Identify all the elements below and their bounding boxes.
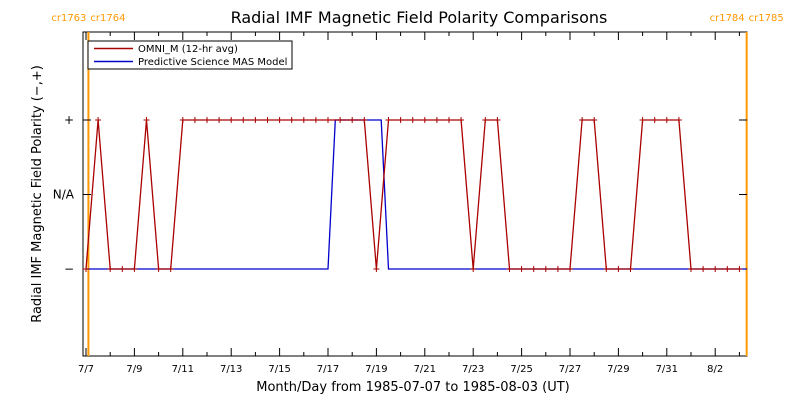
data-point-omni (312, 117, 319, 123)
y-axis-label: Radial IMF Magnetic Field Polarity (−,+) (30, 65, 45, 323)
data-point-omni (119, 266, 126, 272)
data-point-omni (627, 266, 634, 272)
data-point-omni (240, 117, 247, 123)
plot-frame (82, 31, 748, 357)
data-point-omni (663, 117, 670, 123)
data-point-omni (712, 266, 719, 272)
data-point-omni (385, 117, 392, 123)
x-tick-label: 7/11 (172, 364, 194, 375)
data-point-omni (397, 117, 404, 123)
x-tick-label: 7/15 (268, 364, 290, 375)
x-tick-label: 8/2 (707, 364, 723, 375)
cr-label-before: cr1763 (51, 13, 86, 24)
data-point-omni (458, 117, 465, 123)
data-point-omni (700, 266, 707, 272)
data-point-omni (615, 266, 622, 272)
data-point-omni (83, 266, 89, 272)
legend-label-omni: OMNI_M (12-hr avg) (138, 44, 238, 55)
x-axis-label: Month/Day from 1985-07-07 to 1985-08-03 … (256, 380, 569, 395)
x-tick-label: 7/13 (220, 364, 242, 375)
data-point-omni (288, 117, 295, 123)
x-tick-label: 7/7 (78, 364, 94, 375)
legend: OMNI_M (12-hr avg) Predictive Science MA… (87, 40, 293, 70)
data-point-omni (143, 117, 150, 123)
data-point-omni (131, 266, 138, 272)
data-point-omni (506, 266, 513, 272)
data-point-omni (736, 266, 743, 272)
chart-title: Radial IMF Magnetic Field Polarity Compa… (231, 8, 608, 27)
y-axis-ticks: + N/A − (53, 113, 747, 276)
data-point-omni (688, 266, 694, 272)
data-point-omni (409, 117, 416, 123)
data-point-omni (179, 117, 186, 123)
data-point-omni (264, 117, 271, 123)
data-point-omni (95, 117, 102, 123)
y-tick-label: − (64, 262, 74, 276)
legend-box (87, 40, 293, 70)
data-point-omni (567, 266, 573, 272)
cr-label-before: cr1784 (710, 13, 745, 24)
data-point-omni (276, 117, 283, 123)
data-point-omni (675, 117, 682, 123)
data-point-omni (433, 117, 440, 123)
x-tick-label: 7/31 (656, 364, 678, 375)
data-point-omni (155, 266, 162, 272)
y-tick-label: N/A (53, 188, 75, 202)
data-point-omni (373, 266, 380, 272)
data-point-omni (337, 117, 344, 123)
data-point-omni (639, 117, 646, 123)
plot-area (82, 31, 748, 357)
data-point-omni (300, 117, 307, 123)
data-point-omni (482, 117, 489, 123)
data-point-omni (446, 117, 452, 123)
data-point-omni (325, 117, 331, 123)
y-tick-label: + (64, 113, 74, 127)
data-point-omni (421, 117, 428, 123)
data-point-omni (361, 117, 368, 123)
data-point-omni (554, 266, 561, 272)
data-point-omni (204, 117, 210, 123)
data-point-omni (216, 117, 223, 123)
data-point-omni (470, 266, 477, 272)
data-point-omni (252, 117, 259, 123)
data-point-omni (349, 117, 356, 123)
cr-label-after: cr1785 (749, 13, 784, 24)
x-tick-label: 7/17 (317, 364, 339, 375)
data-point-omni (651, 117, 658, 123)
x-tick-label: 7/25 (510, 364, 532, 375)
data-point-omni (603, 266, 610, 272)
x-tick-label: 7/29 (607, 364, 629, 375)
data-point-omni (191, 117, 198, 123)
x-tick-label: 7/21 (414, 364, 436, 375)
data-point-omni (579, 117, 586, 123)
data-point-omni (530, 266, 537, 272)
cr-label-after: cr1764 (90, 13, 125, 24)
data-point-omni (228, 117, 235, 123)
data-point-omni (591, 117, 598, 123)
data-point-omni (542, 266, 549, 272)
data-point-omni (167, 266, 174, 272)
series-lines (83, 117, 747, 272)
data-point-omni (494, 117, 501, 123)
data-point-omni (724, 266, 731, 272)
series-line-model (86, 119, 747, 270)
legend-label-model: Predictive Science MAS Model (138, 57, 287, 68)
x-tick-label: 7/19 (365, 364, 387, 375)
x-tick-label: 7/27 (559, 364, 581, 375)
x-tick-label: 7/23 (462, 364, 484, 375)
x-axis-ticks: 7/7 7/9 7/11 7/13 7/15 7/17 7/19 7/21 7/23 7/25 7/… (78, 32, 740, 375)
data-point-omni (107, 266, 114, 272)
data-point-omni (518, 266, 525, 272)
series-line-omni (85, 119, 740, 270)
x-tick-label: 7/9 (126, 364, 142, 375)
